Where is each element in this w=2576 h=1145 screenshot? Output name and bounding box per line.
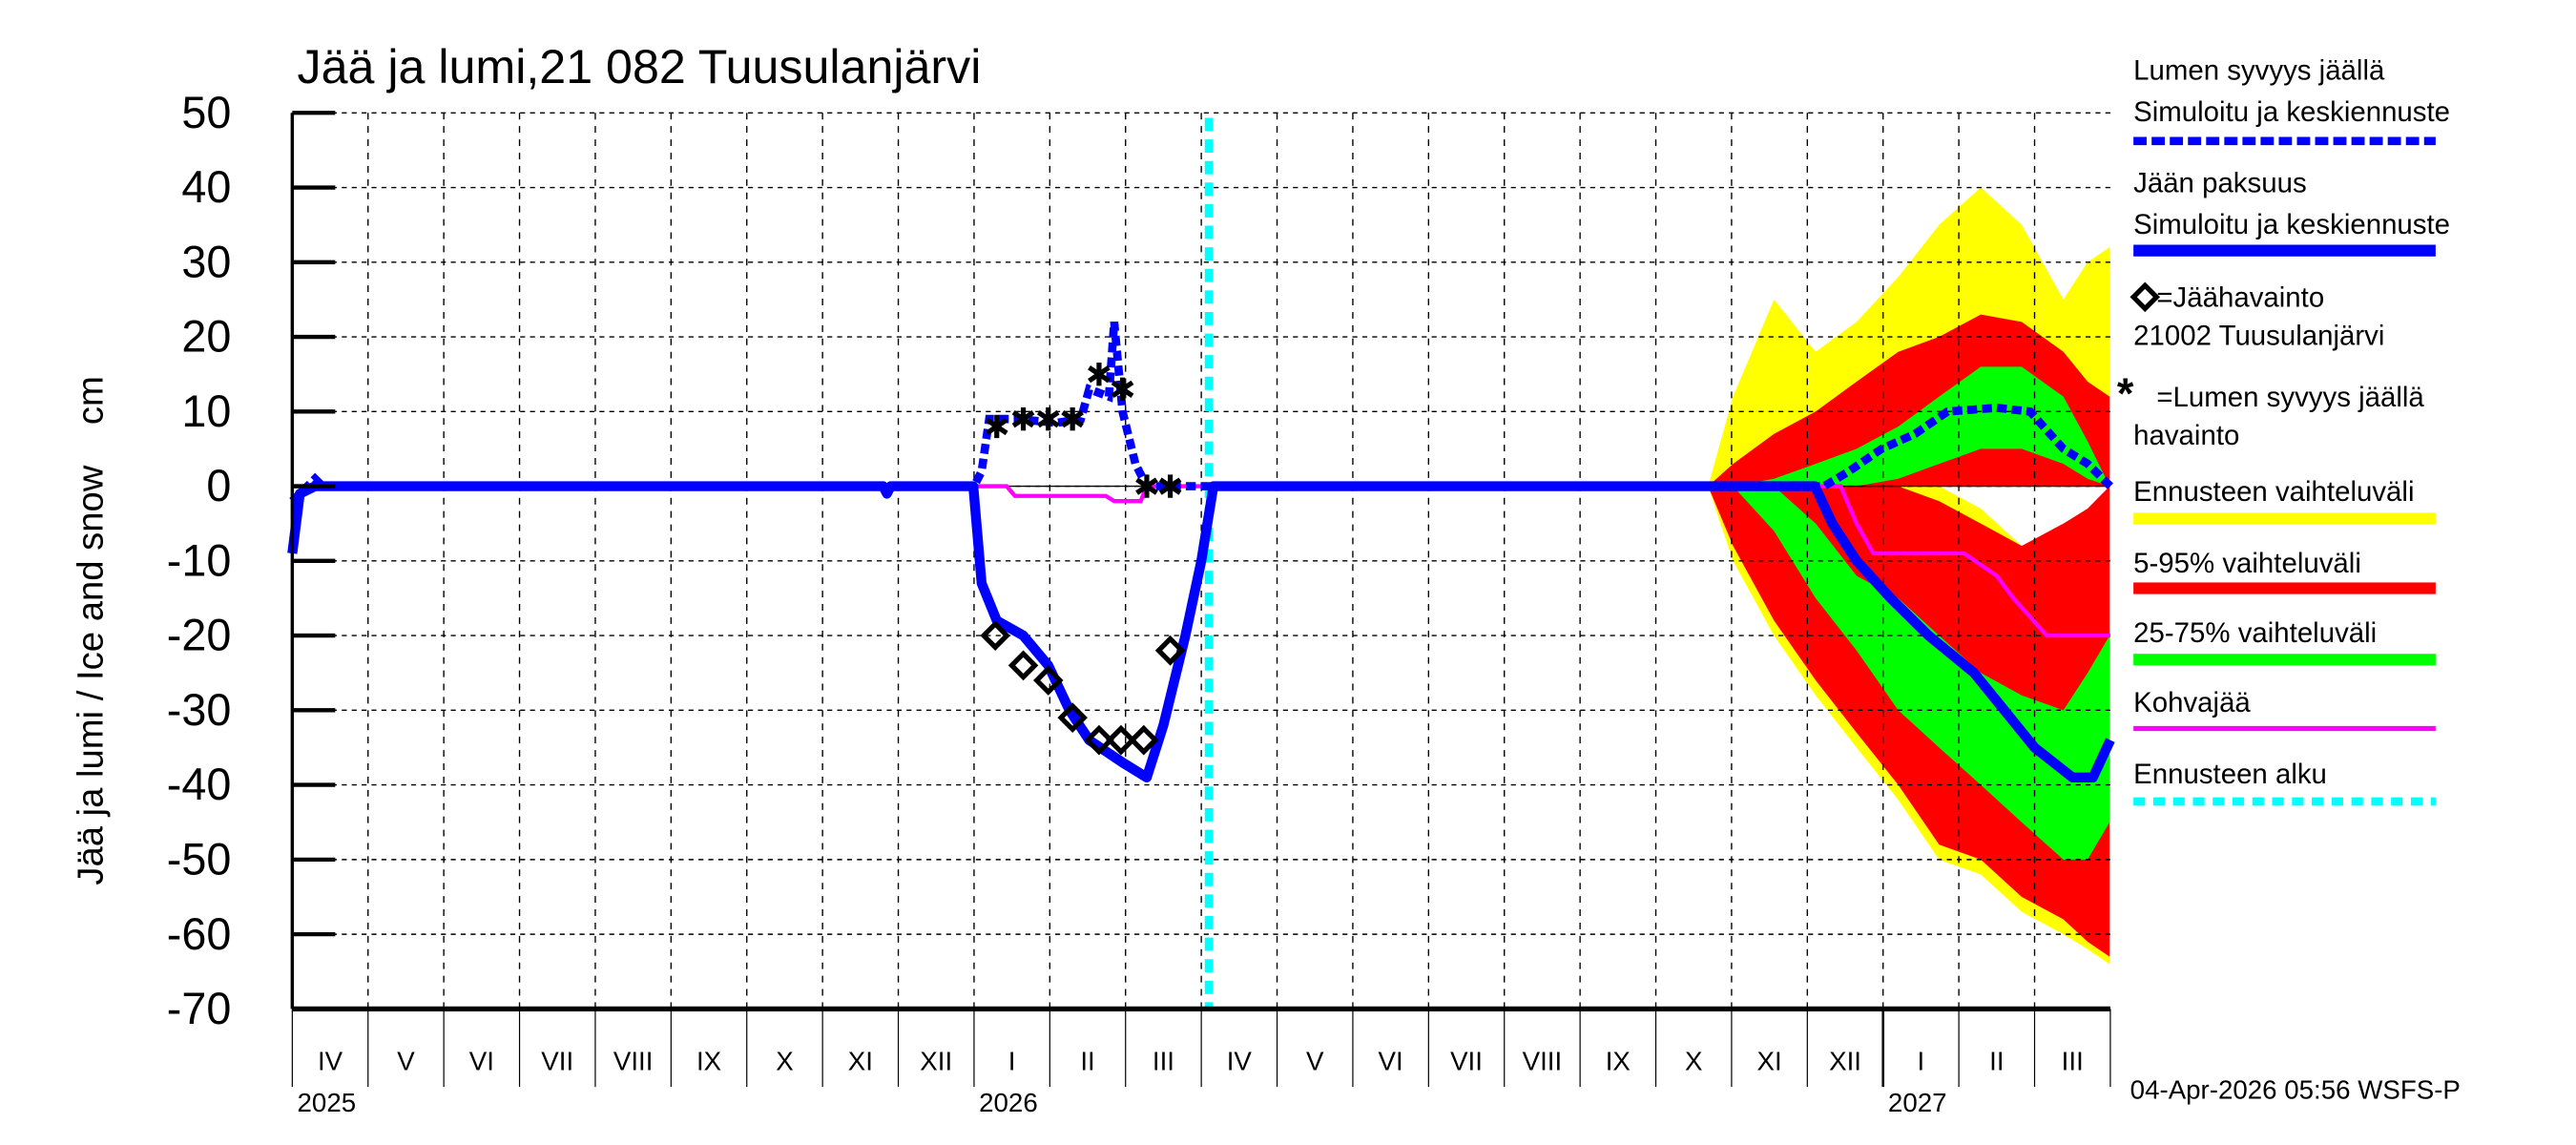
x-month-label: X xyxy=(776,1047,793,1076)
legend-forecast-start: Ennusteen alku xyxy=(2133,759,2327,790)
asterisk-stroke xyxy=(985,417,1008,436)
x-month-label: X xyxy=(1685,1047,1702,1076)
snow-observation-asterisk xyxy=(1158,474,1182,498)
y-axis-label: Jää ja lumi / Ice and snow cm xyxy=(70,376,111,885)
y-tick-label: -30 xyxy=(167,685,232,735)
timestamp: 04-Apr-2026 05:56 WSFS-P xyxy=(2130,1074,2461,1104)
band-ice-red xyxy=(1708,486,2110,957)
x-month-label: VII xyxy=(1450,1047,1483,1076)
legend-range-5-95: 5-95% vaihteluväli xyxy=(2133,548,2361,579)
x-month-label: VI xyxy=(1379,1047,1403,1076)
ice-observation-diamond xyxy=(1154,635,1186,666)
kohva-line xyxy=(292,484,2110,638)
legend-range-25-75-swatch xyxy=(2133,654,2436,666)
y-tick-label: 10 xyxy=(181,386,231,436)
forecast-bands xyxy=(1708,187,2110,965)
snow-observation-asterisk xyxy=(1011,406,1035,431)
x-year-label: 2025 xyxy=(298,1088,357,1117)
y-tick-label: -60 xyxy=(167,909,232,959)
snow-observation-asterisk xyxy=(985,414,1008,439)
y-tick-label: 40 xyxy=(181,162,231,212)
snow-observation-asterisk xyxy=(1135,474,1158,498)
asterisk-stroke xyxy=(1011,410,1035,428)
y-tick-label: -10 xyxy=(167,535,232,585)
legend-kohva: Kohvajää xyxy=(2133,687,2251,718)
x-month-label: III xyxy=(2062,1047,2084,1076)
asterisk-stroke xyxy=(1111,380,1134,398)
snow-observation-asterisk xyxy=(1111,377,1134,401)
ice-observation-diamond xyxy=(1057,702,1088,734)
snow-observation-asterisk xyxy=(1061,406,1084,431)
legend-range-swatch xyxy=(2133,512,2436,525)
x-year-label: 2027 xyxy=(1888,1088,1947,1117)
band-ice-green xyxy=(1708,486,2110,860)
asterisk-stroke xyxy=(1036,410,1060,428)
y-tick-label: -50 xyxy=(167,834,232,884)
legend-snow-sub: Simuloitu ja keskiennuste xyxy=(2133,96,2450,128)
x-month-label: IX xyxy=(696,1047,721,1076)
snow-observation-asterisk xyxy=(1088,363,1111,386)
legend-ice-title: Jään paksuus xyxy=(2133,168,2307,199)
x-month-label: V xyxy=(1306,1047,1324,1076)
legend: Lumen syvyys jäällä Simuloitu ja keskien… xyxy=(2117,54,2450,806)
asterisk-stroke xyxy=(1158,477,1182,495)
asterisk-stroke xyxy=(1135,477,1158,495)
ice-observation-diamond xyxy=(1008,650,1039,681)
x-month-label: XII xyxy=(920,1047,952,1076)
x-month-label: XI xyxy=(1757,1047,1782,1076)
x-month-label: IV xyxy=(1227,1047,1253,1076)
series-lines xyxy=(287,117,2115,1010)
x-month-label: VII xyxy=(541,1047,573,1076)
legend-range-25-75: 25-75% vaihteluväli xyxy=(2133,617,2377,649)
x-month-label: II xyxy=(1080,1047,1094,1076)
y-tick-label: 30 xyxy=(181,237,231,286)
ice-observation-diamond xyxy=(1129,724,1159,756)
x-year-label: 2026 xyxy=(979,1088,1038,1117)
legend-range-5-95-swatch xyxy=(2133,582,2436,594)
x-month-label: III xyxy=(1153,1047,1174,1076)
legend-snow-title: Lumen syvyys jäällä xyxy=(2133,54,2385,86)
legend-ice-obs-station: 21002 Tuusulanjärvi xyxy=(2133,321,2384,352)
legend-diamond-icon xyxy=(2129,281,2161,313)
asterisk-stroke xyxy=(1061,410,1084,428)
legend-range: Ennusteen vaihteluväli xyxy=(2133,476,2414,508)
x-month-label: I xyxy=(1008,1047,1016,1076)
ice-observation-diamond xyxy=(1032,665,1064,696)
legend-snow-obs: =Lumen syvyys jäällä xyxy=(2156,382,2424,413)
x-month-label: VIII xyxy=(613,1047,654,1076)
chart-title: Jää ja lumi,21 082 Tuusulanjärvi xyxy=(298,39,982,94)
y-tick-label: -20 xyxy=(167,611,232,660)
y-tick-label: 50 xyxy=(181,88,231,137)
snow-depth-line xyxy=(289,321,2113,505)
x-month-label: II xyxy=(1989,1047,2004,1076)
x-month-label: VIII xyxy=(1523,1047,1563,1076)
x-month-label: XI xyxy=(848,1047,873,1076)
y-tick-label: -40 xyxy=(167,760,232,809)
legend-snow-obs-sub: havainto xyxy=(2133,420,2239,451)
ice-observation-diamond xyxy=(980,620,1010,651)
observation-markers xyxy=(980,363,1186,756)
x-month-label: I xyxy=(1918,1047,1925,1076)
x-month-label: VI xyxy=(469,1047,494,1076)
x-month-label: XII xyxy=(1829,1047,1861,1076)
x-month-label: V xyxy=(397,1047,415,1076)
snow-observation-asterisk xyxy=(1036,406,1060,431)
legend-ice-sub: Simuloitu ja keskiennuste xyxy=(2133,209,2450,240)
band-snow-green xyxy=(1708,366,2110,487)
legend-ice-obs: =Jäähavainto xyxy=(2156,282,2324,314)
legend-asterisk-icon: * xyxy=(2117,369,2134,418)
x-month-label: IX xyxy=(1606,1047,1631,1076)
y-tick-label: 20 xyxy=(181,312,231,362)
x-month-label: IV xyxy=(318,1047,343,1076)
y-tick-label: 0 xyxy=(206,461,231,510)
y-tick-label: -70 xyxy=(167,984,232,1033)
asterisk-stroke xyxy=(1088,365,1111,384)
